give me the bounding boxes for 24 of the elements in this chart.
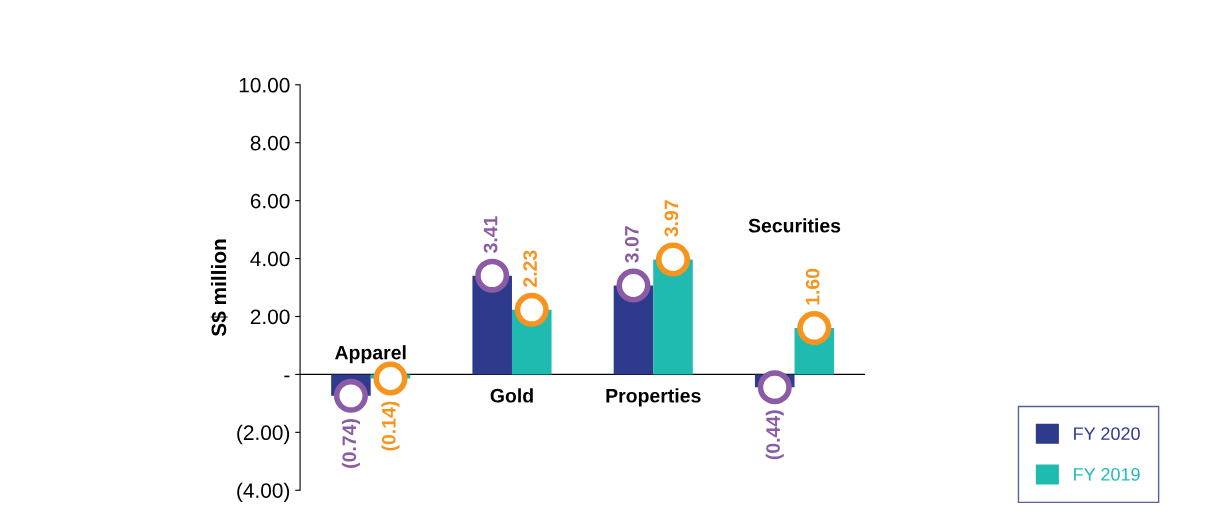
data-label: 3.97 xyxy=(664,200,679,237)
x-tick-label: Apparel xyxy=(335,345,406,364)
data-label: 1.60 xyxy=(805,268,820,305)
data-label: (0.44) xyxy=(765,410,784,460)
data-label: (0.14) xyxy=(381,401,400,451)
y-tick-label: (2.00) xyxy=(237,424,290,445)
x-tick-label: Properties xyxy=(606,388,701,407)
data-label: 3.07 xyxy=(624,226,639,263)
y-axis-title: S$ million xyxy=(210,239,228,337)
y-tick-label: 8.00 xyxy=(250,135,290,151)
bar xyxy=(653,259,693,375)
y-tick-label: 2.00 xyxy=(250,309,290,325)
y-tick-label: 4.00 xyxy=(250,251,290,267)
data-label: 2.23 xyxy=(523,250,538,287)
y-tick-label: - xyxy=(284,375,290,378)
legend-label: FY 2019 xyxy=(1074,468,1140,481)
y-tick-label: 6.00 xyxy=(250,193,290,209)
legend-label: FY 2020 xyxy=(1074,427,1140,441)
x-tick-label: Securities xyxy=(748,218,841,233)
y-tick-label: 10.00 xyxy=(239,77,290,93)
y-tick-label: (4.00) xyxy=(237,482,290,503)
data-label: 3.41 xyxy=(483,216,498,253)
data-label: (0.74) xyxy=(341,419,360,468)
x-tick-label: Gold xyxy=(490,388,533,403)
